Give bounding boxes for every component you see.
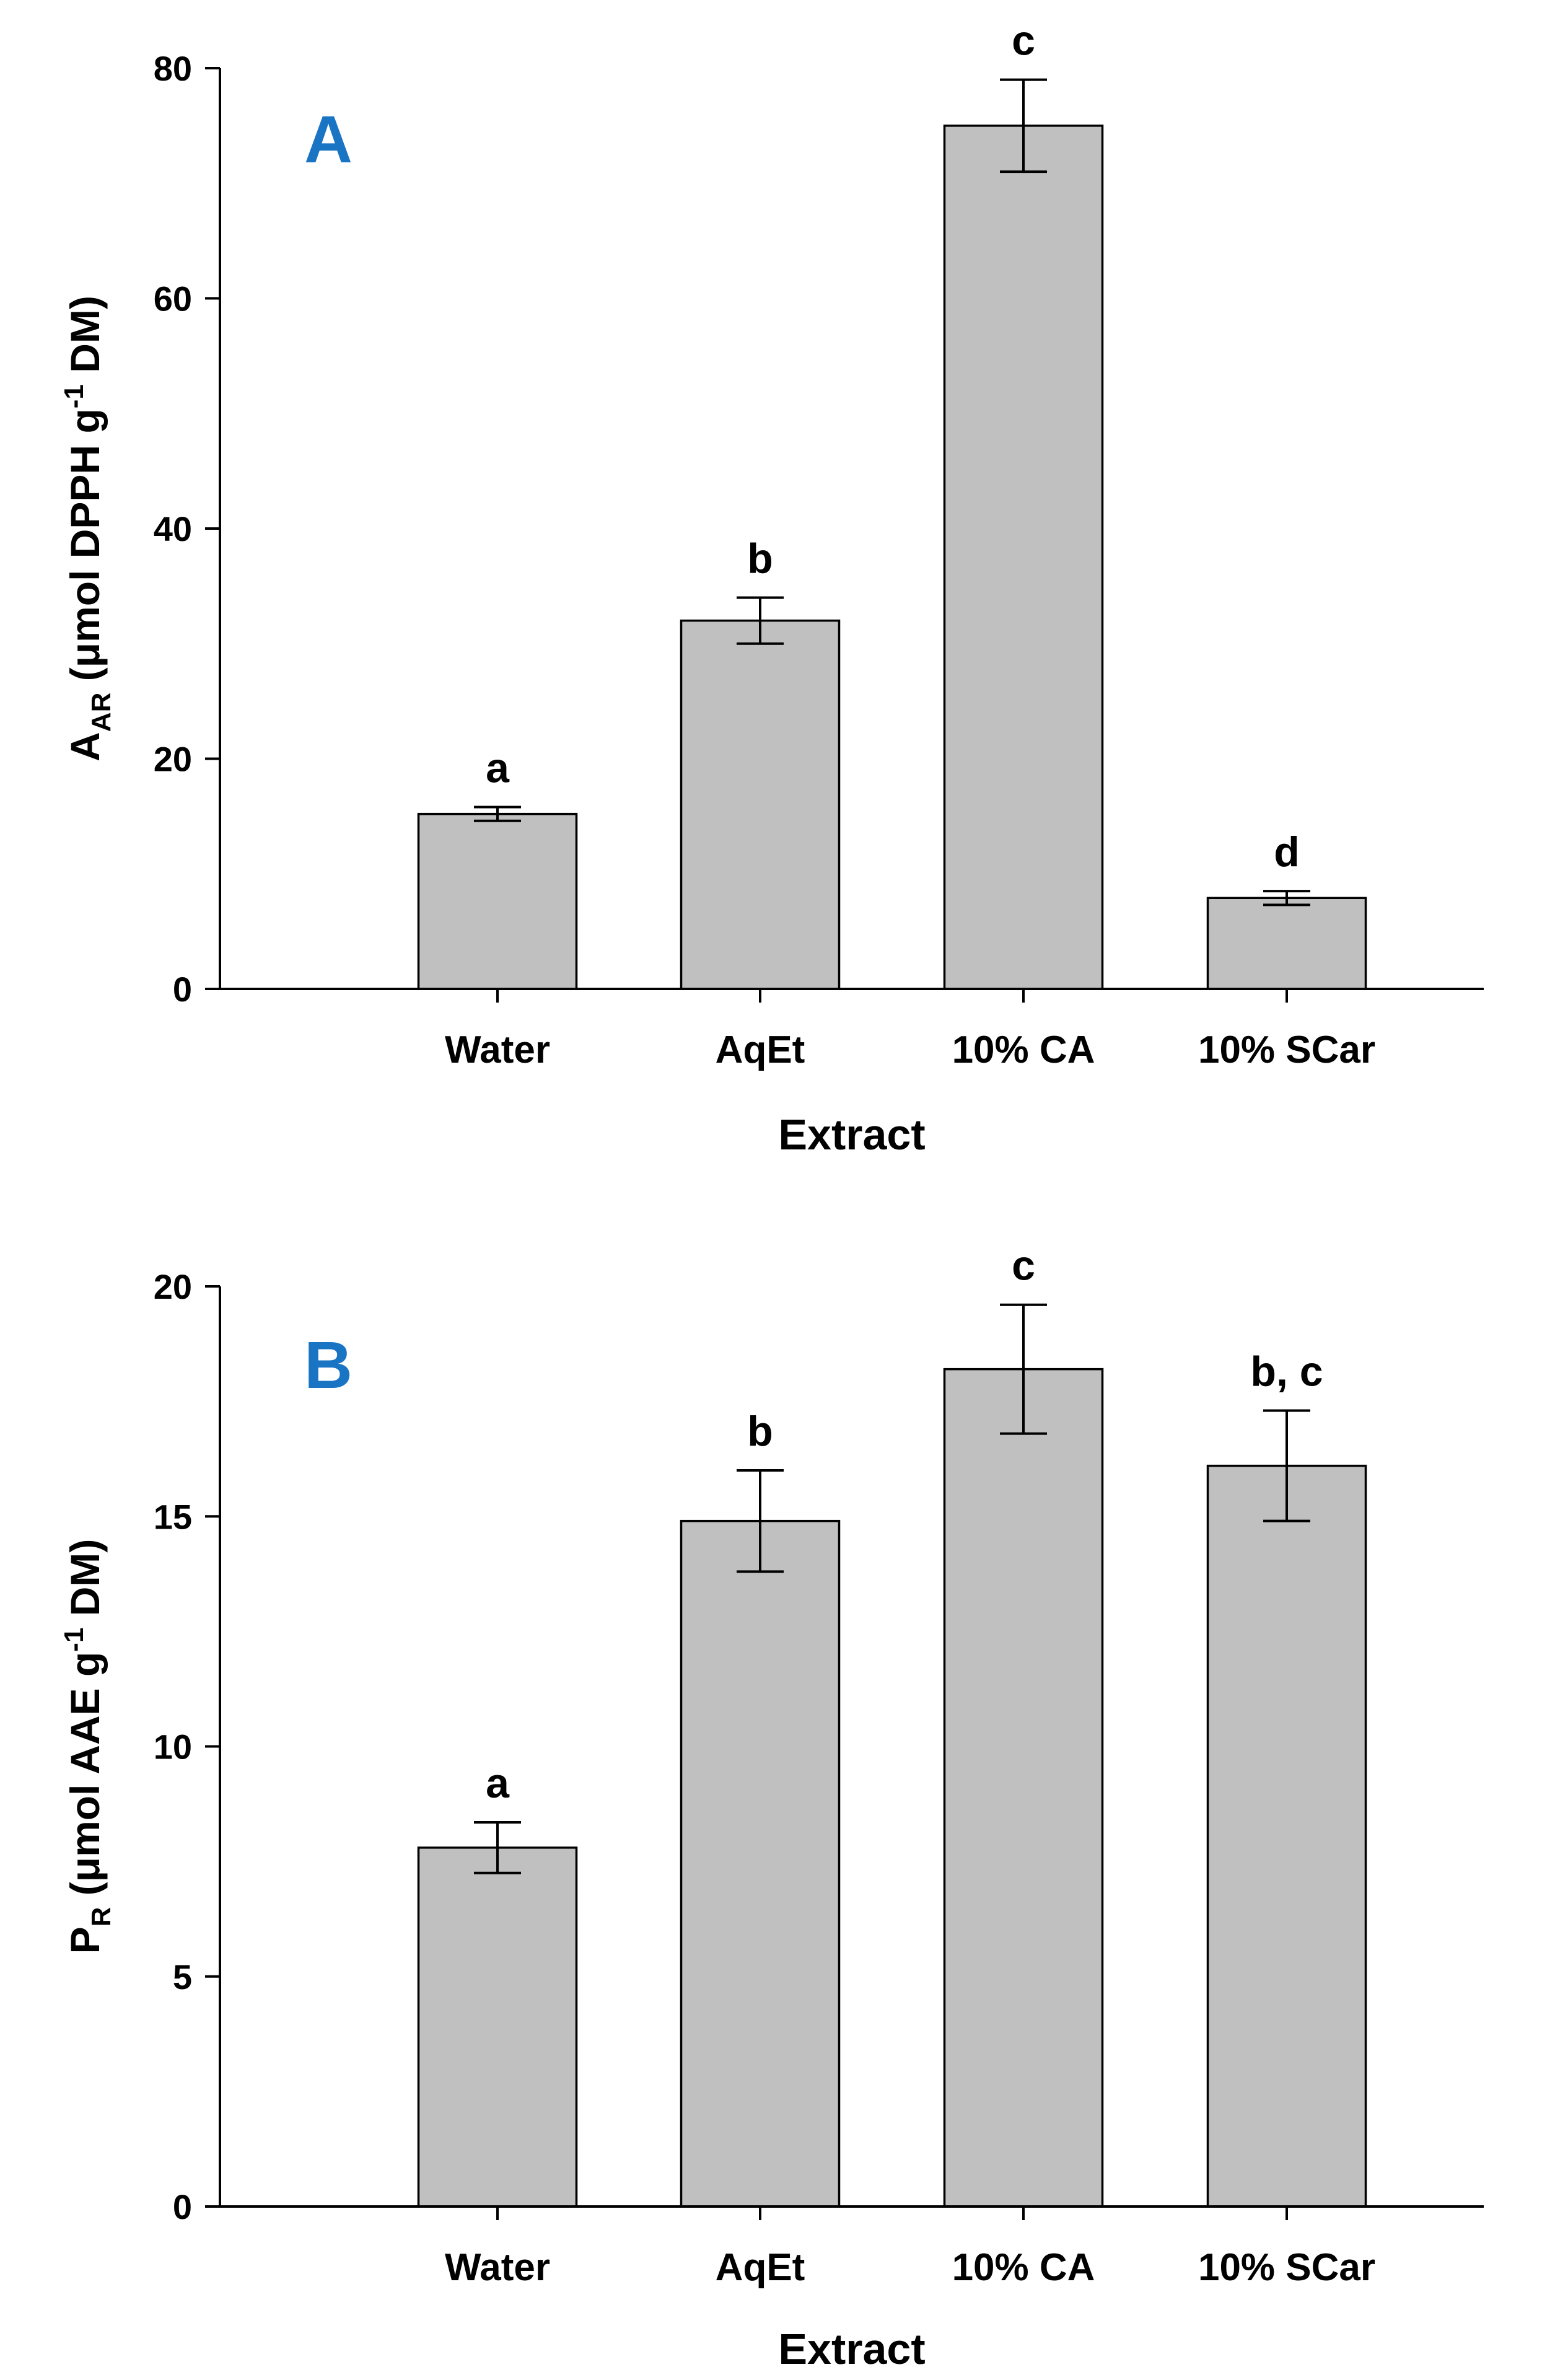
error-bar-2 (737, 1469, 784, 1573)
significance-label: a (486, 1760, 510, 1807)
error-bar-4 (1263, 1409, 1310, 1522)
bar-4 (1206, 1464, 1367, 2208)
panel-label: A (304, 102, 353, 177)
error-bar-2 (737, 596, 784, 645)
y-tick-label: 20 (154, 740, 192, 779)
bar-1 (417, 1846, 578, 2208)
y-tick-label: 60 (154, 279, 192, 318)
y-tick-label: 80 (154, 49, 192, 88)
y-axis-title-superscript: -1 (59, 384, 89, 408)
y-axis-title-tail: DM) (62, 1539, 108, 1628)
x-axis-title: Extract (778, 2325, 925, 2373)
error-bar-1 (474, 806, 521, 822)
x-tick-label: Water (445, 1029, 550, 1071)
bar-1 (417, 812, 578, 990)
panel-b-chart: a Water b AqEt c 10% CA b, c 10% SCar 0 5 10 15 20 Ex… (59, 1242, 1484, 2373)
y-axis-title-main: P (62, 1926, 108, 1954)
y-tick-label: 0 (173, 2187, 192, 2226)
significance-label: a (486, 745, 510, 792)
y-tick-label: 5 (173, 1957, 192, 1996)
y-axis-title: AAR (μmol DPPH g-1 DM) (59, 296, 116, 762)
significance-label: b, c (1250, 1348, 1323, 1395)
bar-4 (1206, 897, 1367, 990)
y-axis-title: PR (μmol AAE g-1 DM) (59, 1539, 116, 1954)
x-tick-label: AqEt (716, 2246, 805, 2289)
significance-label: b (747, 535, 773, 582)
bar-3 (943, 125, 1104, 990)
error-bar-4 (1263, 890, 1310, 907)
y-tick-label: 15 (154, 1497, 192, 1536)
error-bar-3 (1000, 78, 1047, 173)
significance-label: c (1012, 1242, 1035, 1289)
x-tick-label: 10% SCar (1198, 1029, 1375, 1071)
bar-3 (943, 1368, 1104, 2208)
significance-label: c (1012, 17, 1035, 64)
y-tick-label: 10 (154, 1728, 192, 1767)
y-tick-label: 40 (154, 509, 192, 548)
y-axis-title-superscript: -1 (59, 1628, 89, 1652)
error-bar-1 (474, 1821, 521, 1874)
bar-2 (680, 619, 841, 990)
panel-a-chart: a Water b AqEt c 10% CA d 10% SCar 0 20 40 60 80 Extr… (59, 17, 1484, 1159)
y-axis-title-text: (μmol AAE g (62, 1652, 108, 1907)
y-axis-title-subscript: AR (86, 693, 116, 732)
x-tick-label: Water (445, 2246, 550, 2289)
y-tick-label: 20 (154, 1267, 192, 1306)
x-axis-title: Extract (778, 1110, 925, 1159)
y-axis-title-main: A (62, 732, 108, 762)
y-tick-label: 0 (173, 970, 192, 1009)
significance-label: b (747, 1408, 773, 1455)
y-axis-title-subscript: R (86, 1907, 116, 1927)
bar-2 (680, 1519, 841, 2208)
error-bar-3 (1000, 1303, 1047, 1435)
x-tick-label: 10% SCar (1198, 2246, 1375, 2289)
significance-label: d (1274, 828, 1300, 876)
y-axis-title-text: (μmol DPPH g (62, 408, 108, 692)
x-tick-label: AqEt (716, 1029, 805, 1071)
x-tick-label: 10% CA (952, 2246, 1095, 2289)
y-axis-title-tail: DM) (62, 296, 108, 384)
x-tick-label: 10% CA (952, 1029, 1095, 1071)
panel-label: B (304, 1327, 353, 1402)
